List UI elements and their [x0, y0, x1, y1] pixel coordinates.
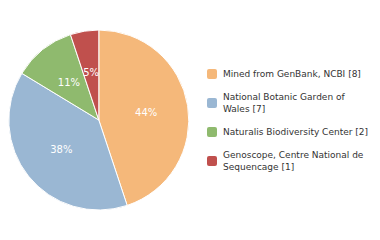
svg-text:Genoscope, Centre National de: Genoscope, Centre National de: [223, 150, 364, 160]
svg-text:38%: 38%: [50, 144, 72, 155]
svg-text:Mined from GenBank, NCBI [8]: Mined from GenBank, NCBI [8]: [223, 69, 361, 79]
svg-text:11%: 11%: [58, 77, 80, 88]
svg-text:44%: 44%: [135, 107, 157, 118]
svg-text:National Botanic Garden of: National Botanic Garden of: [223, 92, 345, 102]
svg-text:Naturalis Biodiversity Center: Naturalis Biodiversity Center [2]: [223, 127, 368, 137]
svg-text:Wales [7]: Wales [7]: [223, 104, 265, 114]
svg-text:Sequencage [1]: Sequencage [1]: [223, 162, 294, 172]
svg-text:5%: 5%: [83, 67, 99, 78]
